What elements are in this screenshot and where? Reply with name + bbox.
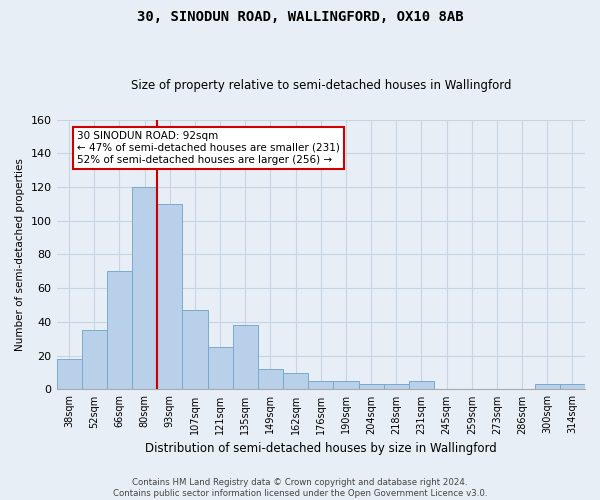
Bar [107,272,132,390]
Bar [409,381,434,390]
Bar [383,384,409,390]
Text: 30, SINODUN ROAD, WALLINGFORD, OX10 8AB: 30, SINODUN ROAD, WALLINGFORD, OX10 8AB [137,10,463,24]
Bar [208,348,233,390]
Bar [157,204,182,390]
Text: Contains HM Land Registry data © Crown copyright and database right 2024.
Contai: Contains HM Land Registry data © Crown c… [113,478,487,498]
X-axis label: Distribution of semi-detached houses by size in Wallingford: Distribution of semi-detached houses by … [145,442,497,455]
Bar [82,330,107,390]
Y-axis label: Number of semi-detached properties: Number of semi-detached properties [15,158,25,351]
Title: Size of property relative to semi-detached houses in Wallingford: Size of property relative to semi-detach… [131,79,511,92]
Bar [535,384,560,390]
Bar [560,384,585,390]
Bar [132,187,157,390]
Bar [283,372,308,390]
Bar [233,326,258,390]
Text: 30 SINODUN ROAD: 92sqm
← 47% of semi-detached houses are smaller (231)
52% of se: 30 SINODUN ROAD: 92sqm ← 47% of semi-det… [77,132,340,164]
Bar [334,381,359,390]
Bar [308,381,334,390]
Bar [182,310,208,390]
Bar [359,384,383,390]
Bar [56,359,82,390]
Bar [258,369,283,390]
